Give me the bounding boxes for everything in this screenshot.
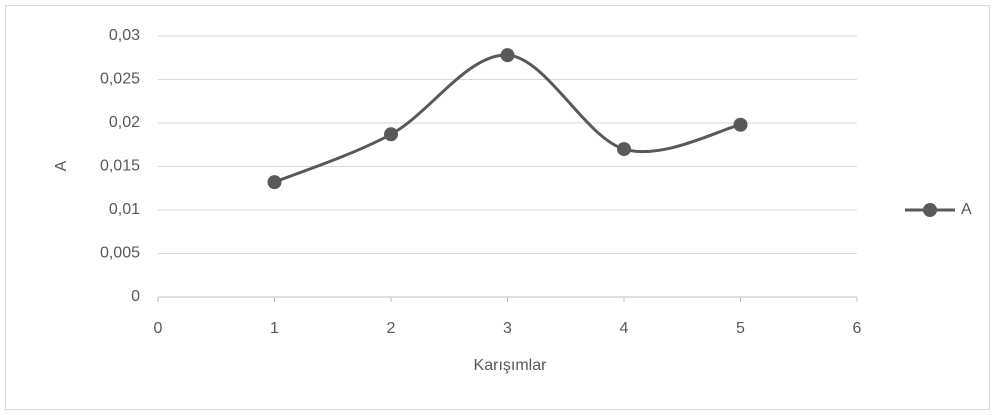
y-tick-label: 0 <box>131 288 140 305</box>
x-tick-label: 6 <box>853 320 862 337</box>
legend-marker <box>923 203 937 217</box>
y-tick-label: 0,01 <box>109 201 140 218</box>
x-tick-label: 3 <box>503 320 512 337</box>
data-point <box>617 142 631 157</box>
y-tick-label: 0,03 <box>109 27 140 44</box>
x-axis-title: Karışımlar <box>474 357 548 374</box>
y-tick-label: 0,02 <box>109 114 140 131</box>
data-point <box>267 175 282 190</box>
data-point <box>384 127 398 142</box>
x-tick-label: 0 <box>154 320 163 337</box>
y-axis-title: A <box>53 160 70 171</box>
legend-label: A <box>961 201 972 218</box>
x-tick-label: 5 <box>736 320 745 337</box>
x-tick-label: 2 <box>387 320 396 337</box>
data-point <box>733 117 748 132</box>
chart-border <box>5 5 990 410</box>
y-tick-label: 0,025 <box>100 71 140 88</box>
y-tick-label: 0,015 <box>100 158 140 175</box>
data-point <box>500 48 515 63</box>
x-tick-label: 4 <box>620 320 629 337</box>
y-tick-label: 0,005 <box>100 245 140 262</box>
x-tick-label: 1 <box>270 320 279 337</box>
